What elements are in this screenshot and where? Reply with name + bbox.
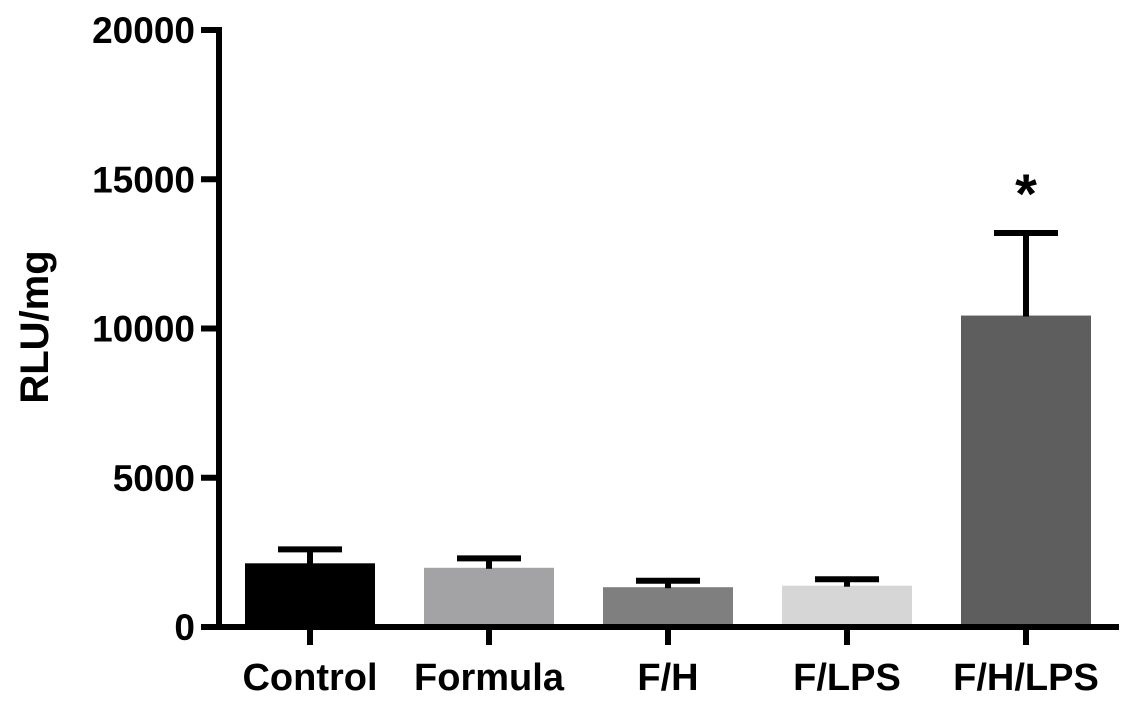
y-ticks-layer: 0 5000 10000 15000 20000 xyxy=(92,10,219,648)
x-ticks-layer: Control Formula F/H F/LPS F/H/LPS xyxy=(242,627,1099,699)
y-axis-title: RLU/mg xyxy=(13,250,57,403)
annotation-layer: * xyxy=(1015,162,1037,225)
y-tick-label: 5000 xyxy=(113,458,195,499)
x-tick-label: Control xyxy=(242,657,377,699)
bar xyxy=(245,563,375,629)
bar xyxy=(782,585,912,629)
y-tick-label: 10000 xyxy=(92,309,195,350)
bar xyxy=(424,567,554,628)
x-tick-label: F/H xyxy=(637,657,698,699)
error-bars-layer xyxy=(278,229,1058,589)
x-tick-label: Formula xyxy=(414,657,565,699)
x-tick-label: F/H/LPS xyxy=(953,657,1099,699)
significance-asterisk: * xyxy=(1015,162,1037,225)
x-tick-label: F/LPS xyxy=(793,657,901,699)
bar xyxy=(961,315,1091,628)
y-tick-label: 20000 xyxy=(92,10,195,51)
bar xyxy=(603,587,733,629)
y-tick-label: 0 xyxy=(174,607,195,648)
y-tick-label: 15000 xyxy=(92,159,195,200)
